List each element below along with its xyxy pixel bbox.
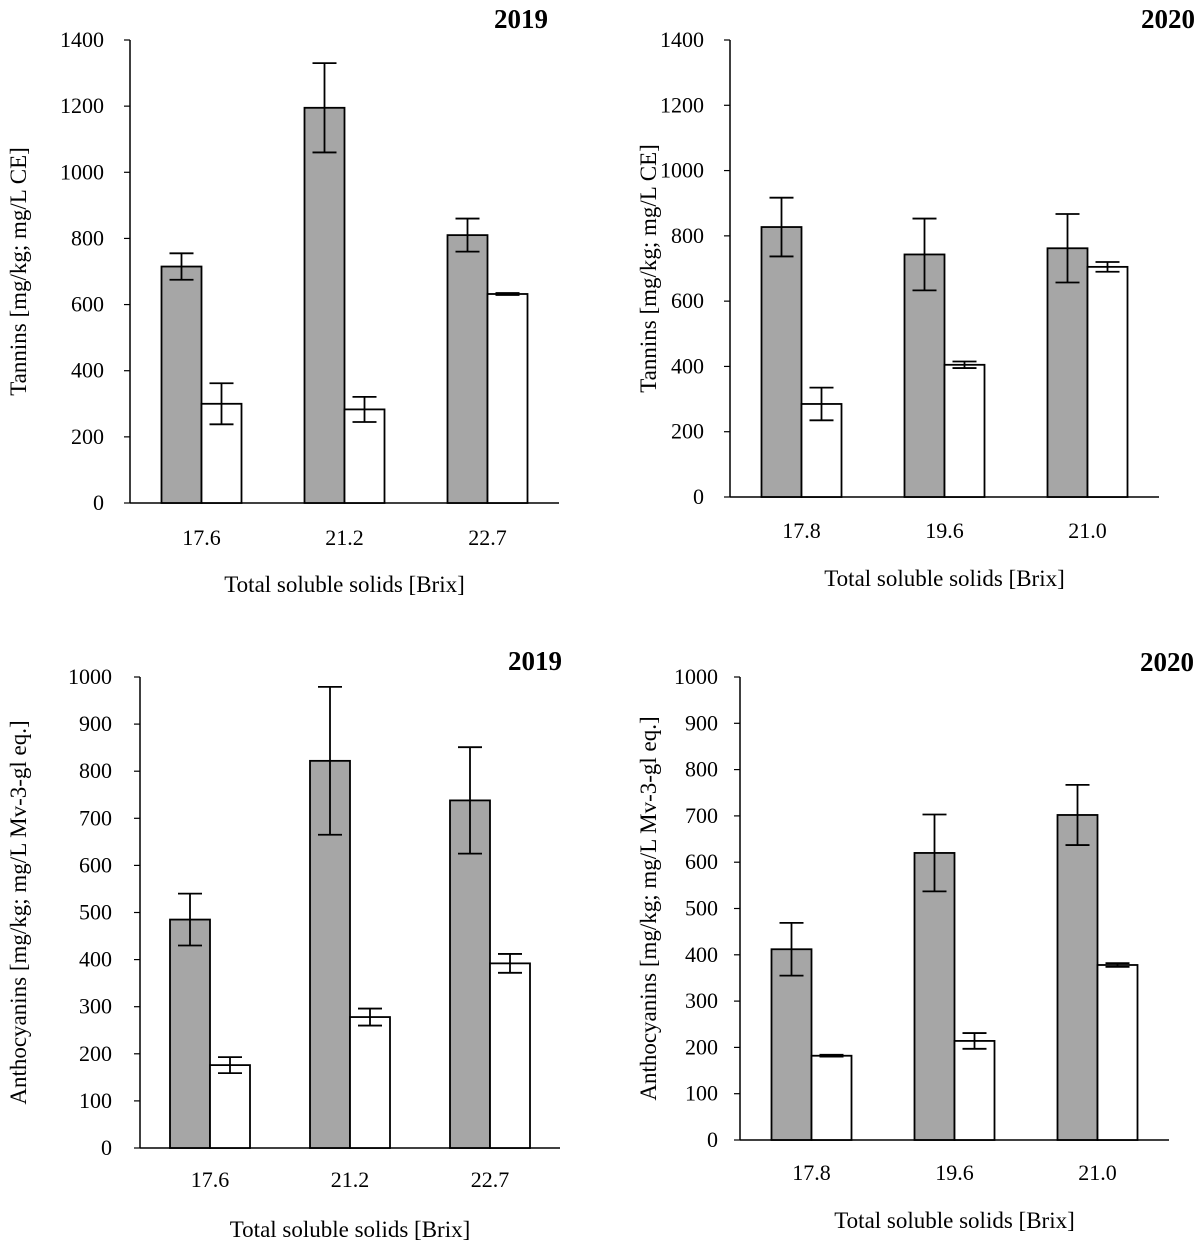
bar-series-1 (913, 852, 956, 1141)
x-category-label: 21.2 (325, 525, 364, 550)
bar-series-2 (943, 363, 986, 498)
y-tick-label: 1400 (660, 27, 704, 52)
chart-tannins-2020: 0 200 400 600 800 1000 1200 1400 17.8 19.6 21.0 Tot… (600, 0, 1200, 625)
y-tick-label: 1400 (60, 27, 104, 52)
y-tick-label: 0 (101, 1135, 112, 1160)
x-category-label: 17.8 (792, 1160, 831, 1185)
x-category-label: 17.6 (191, 1167, 230, 1192)
x-category-label: 21.0 (1078, 1160, 1117, 1185)
chart-svg: 0 200 400 600 800 1000 1200 1400 17.6 21.2 22.7Tot… (6, 4, 559, 597)
bar-series-2 (489, 962, 531, 1149)
chart-tannins-2019: 0 200 400 600 800 1000 1200 1400 17.6 21.2 22.7 Tot… (0, 0, 600, 625)
y-tick-label: 600 (671, 288, 704, 313)
y-tick-label: 200 (79, 1041, 112, 1066)
y-tick-label: 300 (685, 988, 718, 1013)
y-tick-label: 500 (685, 896, 718, 921)
y-axis-title: Tannins [mg/kg; mg/L CE] (6, 147, 31, 396)
bar-series-1 (160, 265, 203, 504)
x-axis-title: Total soluble solids [Brix] (834, 1208, 1075, 1233)
bar-series-2 (200, 402, 243, 504)
x-category-label: 19.6 (925, 518, 964, 543)
y-tick-label: 700 (685, 803, 718, 828)
bar-series-1 (169, 918, 211, 1149)
y-axis-title: Tannins [mg/kg; mg/L CE] (636, 144, 661, 393)
bar-series-1 (1056, 814, 1099, 1141)
y-tick-label: 0 (693, 484, 704, 509)
bar-series-1 (1046, 247, 1089, 498)
chart-svg: 0 100 200 300 400 500 600 700 800 900 1000 17.8 19.6… (636, 647, 1194, 1233)
bar-series-2 (810, 1054, 853, 1141)
chart-anthocyanins-2019: 0 100 200 300 400 500 600 700 800 900 1000 17.6 21.2… (0, 625, 600, 1250)
y-tick-label: 0 (93, 490, 104, 515)
bar-series-2 (343, 408, 386, 504)
x-category-label: 22.7 (471, 1167, 510, 1192)
y-tick-label: 100 (685, 1081, 718, 1106)
y-tick-label: 300 (79, 994, 112, 1019)
y-tick-label: 100 (79, 1088, 112, 1113)
y-tick-label: 400 (71, 358, 104, 383)
x-category-label: 22.7 (468, 525, 507, 550)
bar-series-1 (303, 106, 346, 504)
y-tick-label: 600 (79, 852, 112, 877)
x-axis-title: Total soluble solids [Brix] (224, 572, 465, 597)
bar-series-2 (1096, 964, 1139, 1141)
y-tick-label: 800 (79, 758, 112, 783)
y-axis-title: Anthocyanins [mg/kg; mg/L Mv-3-gl eq.] (636, 716, 661, 1100)
chart-title: 2020 (1141, 4, 1195, 34)
y-tick-label: 1000 (60, 159, 104, 184)
x-category-label: 19.6 (935, 1160, 974, 1185)
bar-series-1 (446, 234, 489, 504)
y-tick-label: 1000 (674, 664, 718, 689)
x-axis-title: Total soluble solids [Brix] (230, 1217, 471, 1242)
y-tick-label: 200 (671, 419, 704, 444)
chart-title: 2020 (1140, 647, 1194, 677)
y-tick-label: 800 (685, 757, 718, 782)
y-tick-label: 400 (671, 353, 704, 378)
chart-svg: 0 200 400 600 800 1000 1200 1400 17.8 19.6 21.0Tot… (636, 4, 1195, 591)
chart-svg: 0 100 200 300 400 500 600 700 800 900 1000 17.6 21.2… (6, 646, 562, 1242)
x-category-label: 17.6 (182, 525, 221, 550)
y-tick-label: 1000 (68, 664, 112, 689)
chart-anthocyanins-2020: 0 100 200 300 400 500 600 700 800 900 1000 17.8 19.6… (600, 625, 1200, 1250)
x-category-label: 17.8 (782, 518, 821, 543)
bar-series-2 (486, 293, 529, 504)
y-tick-label: 600 (71, 292, 104, 317)
y-tick-label: 1200 (660, 92, 704, 117)
y-tick-label: 400 (79, 947, 112, 972)
x-axis-title: Total soluble solids [Brix] (824, 566, 1065, 591)
chart-title: 2019 (494, 4, 548, 34)
y-tick-label: 0 (707, 1127, 718, 1152)
y-tick-label: 600 (685, 849, 718, 874)
y-tick-label: 200 (71, 424, 104, 449)
y-tick-label: 1200 (60, 93, 104, 118)
bar-series-2 (953, 1040, 996, 1141)
y-tick-label: 200 (685, 1034, 718, 1059)
y-tick-label: 900 (685, 710, 718, 735)
bar-series-1 (770, 948, 813, 1141)
bar-series-2 (1086, 265, 1129, 498)
chart-title: 2019 (508, 646, 562, 676)
bar-series-2 (349, 1016, 391, 1149)
y-tick-label: 700 (79, 805, 112, 830)
y-tick-label: 1000 (660, 158, 704, 183)
x-category-label: 21.2 (331, 1167, 370, 1192)
bar-series-2 (209, 1064, 251, 1149)
y-tick-label: 900 (79, 711, 112, 736)
y-tick-label: 800 (671, 223, 704, 248)
y-axis-title: Anthocyanins [mg/kg; mg/L Mv-3-gl eq.] (6, 720, 31, 1104)
y-tick-label: 800 (71, 225, 104, 250)
y-tick-label: 500 (79, 900, 112, 925)
bar-series-1 (760, 226, 803, 498)
y-tick-label: 400 (685, 942, 718, 967)
x-category-label: 21.0 (1068, 518, 1107, 543)
